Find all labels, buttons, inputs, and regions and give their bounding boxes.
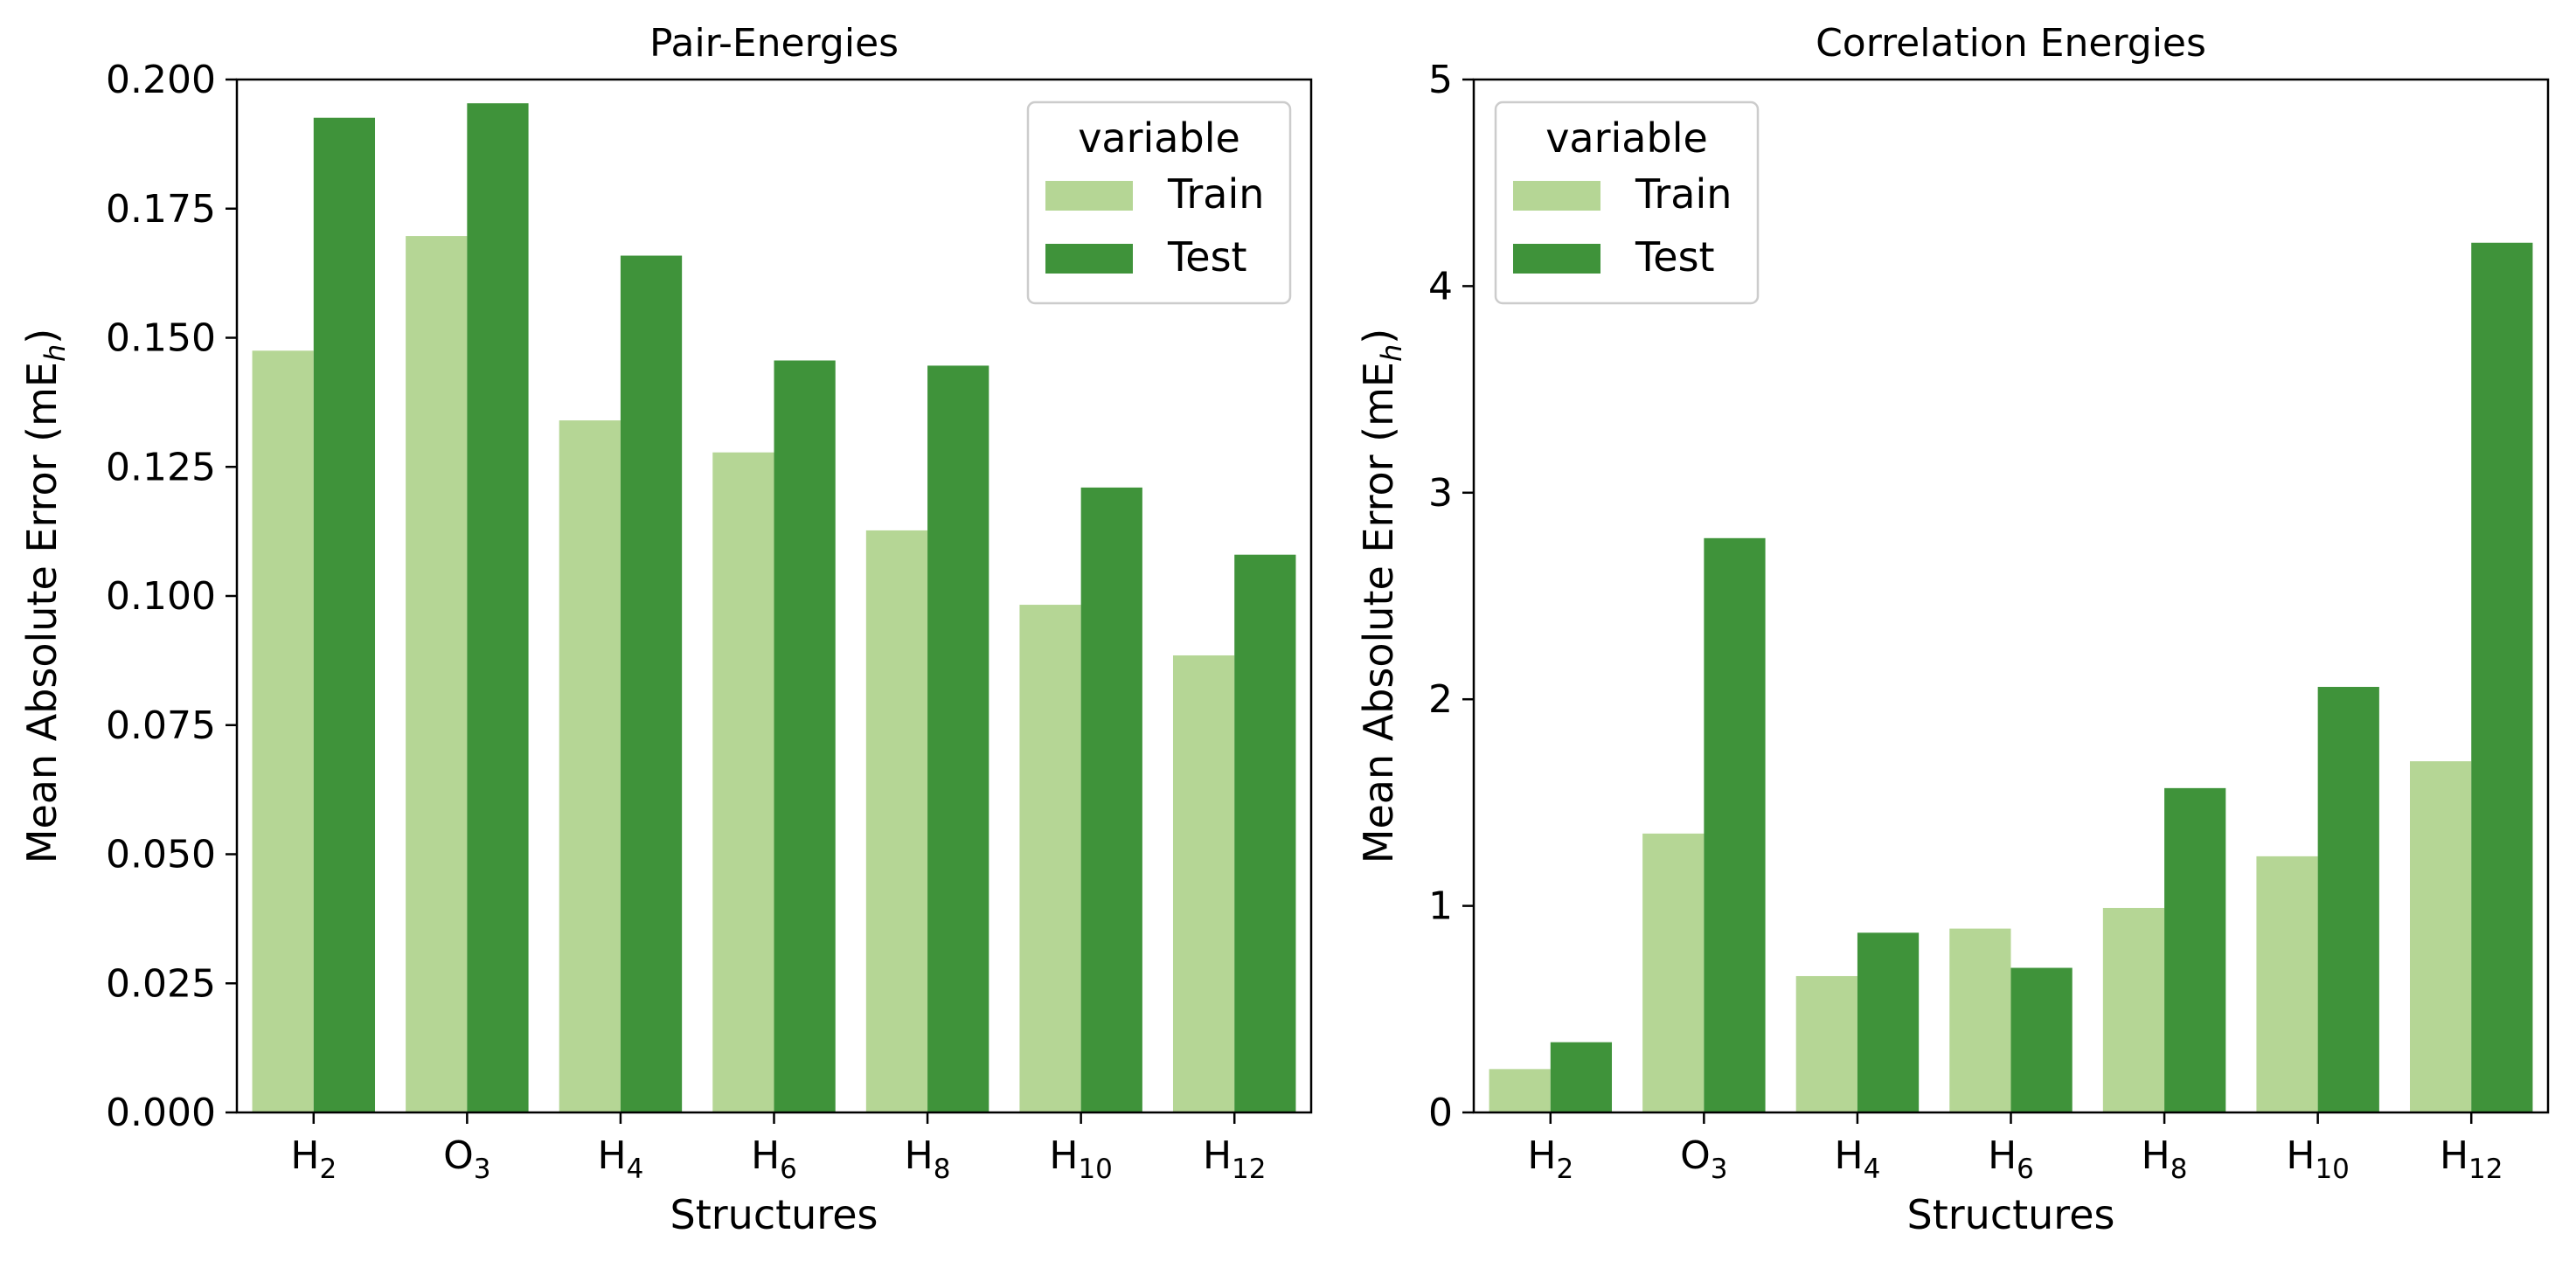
x-tick-label: H8 bbox=[905, 1133, 951, 1185]
x-tick-label: H12 bbox=[1203, 1133, 1267, 1185]
x-axis-label: Structures bbox=[670, 1191, 878, 1238]
legend-label-test: Test bbox=[1635, 233, 1715, 281]
bar-train-7 bbox=[2409, 761, 2472, 1112]
y-tick-label: 0 bbox=[1428, 1091, 1453, 1135]
x-tick-label: H2 bbox=[1527, 1133, 1573, 1185]
bar-test-5 bbox=[2164, 787, 2226, 1112]
legend-swatch-train bbox=[1045, 181, 1133, 211]
y-axis-label: Mean Absolute Error (mEh) bbox=[18, 329, 72, 863]
x-tick-label: H10 bbox=[1049, 1133, 1113, 1185]
legend-label-train: Train bbox=[1167, 170, 1264, 218]
bar-train-3 bbox=[559, 420, 621, 1112]
bar-test-7 bbox=[2471, 242, 2533, 1113]
legend-title: variable bbox=[1078, 114, 1240, 162]
x-tick-label: H6 bbox=[1988, 1133, 2034, 1185]
bar-test-3 bbox=[620, 255, 683, 1112]
bar-train-2 bbox=[1642, 833, 1705, 1112]
bar-test-5 bbox=[927, 365, 989, 1112]
x-tick-label: H4 bbox=[598, 1133, 644, 1185]
y-tick-label: 0.050 bbox=[106, 833, 216, 877]
bar-test-7 bbox=[1234, 554, 1296, 1112]
chart-title: Pair-Energies bbox=[649, 21, 899, 66]
y-tick-label: 3 bbox=[1428, 471, 1453, 516]
legend: variable Train Test bbox=[1494, 100, 1760, 305]
bar-train-6 bbox=[2256, 856, 2318, 1112]
x-tick-label: H6 bbox=[751, 1133, 797, 1185]
x-tick-label: H12 bbox=[2440, 1133, 2503, 1185]
bar-test-1 bbox=[1550, 1042, 1613, 1112]
bar-train-3 bbox=[1795, 975, 1857, 1112]
y-tick-label: 1 bbox=[1428, 884, 1453, 929]
bar-test-2 bbox=[1704, 537, 1766, 1112]
chart-title: Correlation Energies bbox=[1816, 21, 2206, 66]
bar-test-2 bbox=[467, 103, 529, 1112]
y-tick-label: 5 bbox=[1428, 58, 1453, 102]
bar-train-4 bbox=[1949, 928, 2011, 1112]
y-tick-label: 0.000 bbox=[106, 1091, 216, 1135]
bar-test-4 bbox=[774, 360, 836, 1112]
bar-train-6 bbox=[1019, 605, 1081, 1112]
y-tick-label: 0.125 bbox=[106, 445, 216, 489]
legend-label-train: Train bbox=[1635, 170, 1732, 218]
bar-test-3 bbox=[1857, 932, 1920, 1112]
x-tick-label: O3 bbox=[1680, 1133, 1727, 1185]
y-tick-label: 0.075 bbox=[106, 703, 216, 748]
y-tick-label: 4 bbox=[1428, 264, 1453, 308]
x-tick-label: H2 bbox=[290, 1133, 337, 1185]
legend-title: variable bbox=[1545, 114, 1708, 162]
y-tick-label: 0.100 bbox=[106, 574, 216, 619]
legend-swatch-test bbox=[1513, 244, 1600, 274]
y-tick-label: 0.025 bbox=[106, 961, 216, 1006]
y-tick-label: 0.175 bbox=[106, 187, 216, 232]
bar-test-6 bbox=[1080, 487, 1142, 1112]
bar-test-1 bbox=[313, 117, 376, 1112]
legend-swatch-train bbox=[1513, 181, 1600, 211]
x-tick-label: H10 bbox=[2286, 1133, 2350, 1185]
bar-train-2 bbox=[406, 236, 468, 1112]
bar-train-1 bbox=[252, 350, 314, 1112]
bar-train-4 bbox=[712, 452, 774, 1112]
y-axis-label: Mean Absolute Error (mEh) bbox=[1355, 329, 1408, 863]
chart-panel-2: 0 1 2 3 4 5 H2 O3 H4 H6 H8 H10 H12 Correlation Energi… bbox=[1355, 21, 2550, 1238]
x-tick-label: H8 bbox=[2142, 1133, 2188, 1185]
legend: variable Train Test bbox=[1026, 100, 1292, 305]
bar-test-6 bbox=[2317, 687, 2379, 1112]
y-tick-label: 2 bbox=[1428, 677, 1453, 722]
legend-swatch-test bbox=[1045, 244, 1133, 274]
y-tick-label: 0.200 bbox=[106, 58, 216, 102]
y-tick-label: 0.150 bbox=[106, 316, 216, 361]
bar-test-4 bbox=[2010, 967, 2073, 1112]
bar-train-1 bbox=[1489, 1069, 1551, 1112]
x-axis-label: Structures bbox=[1907, 1191, 2115, 1238]
x-tick-label: O3 bbox=[443, 1133, 490, 1185]
bar-train-7 bbox=[1172, 655, 1235, 1112]
bar-train-5 bbox=[2102, 907, 2165, 1112]
bar-train-5 bbox=[865, 530, 928, 1112]
legend-label-test: Test bbox=[1167, 233, 1247, 281]
chart-panel-1: 0.000 0.025 0.050 0.075 0.100 0.125 0.150 0.175… bbox=[18, 21, 1313, 1238]
x-tick-label: H4 bbox=[1835, 1133, 1881, 1185]
